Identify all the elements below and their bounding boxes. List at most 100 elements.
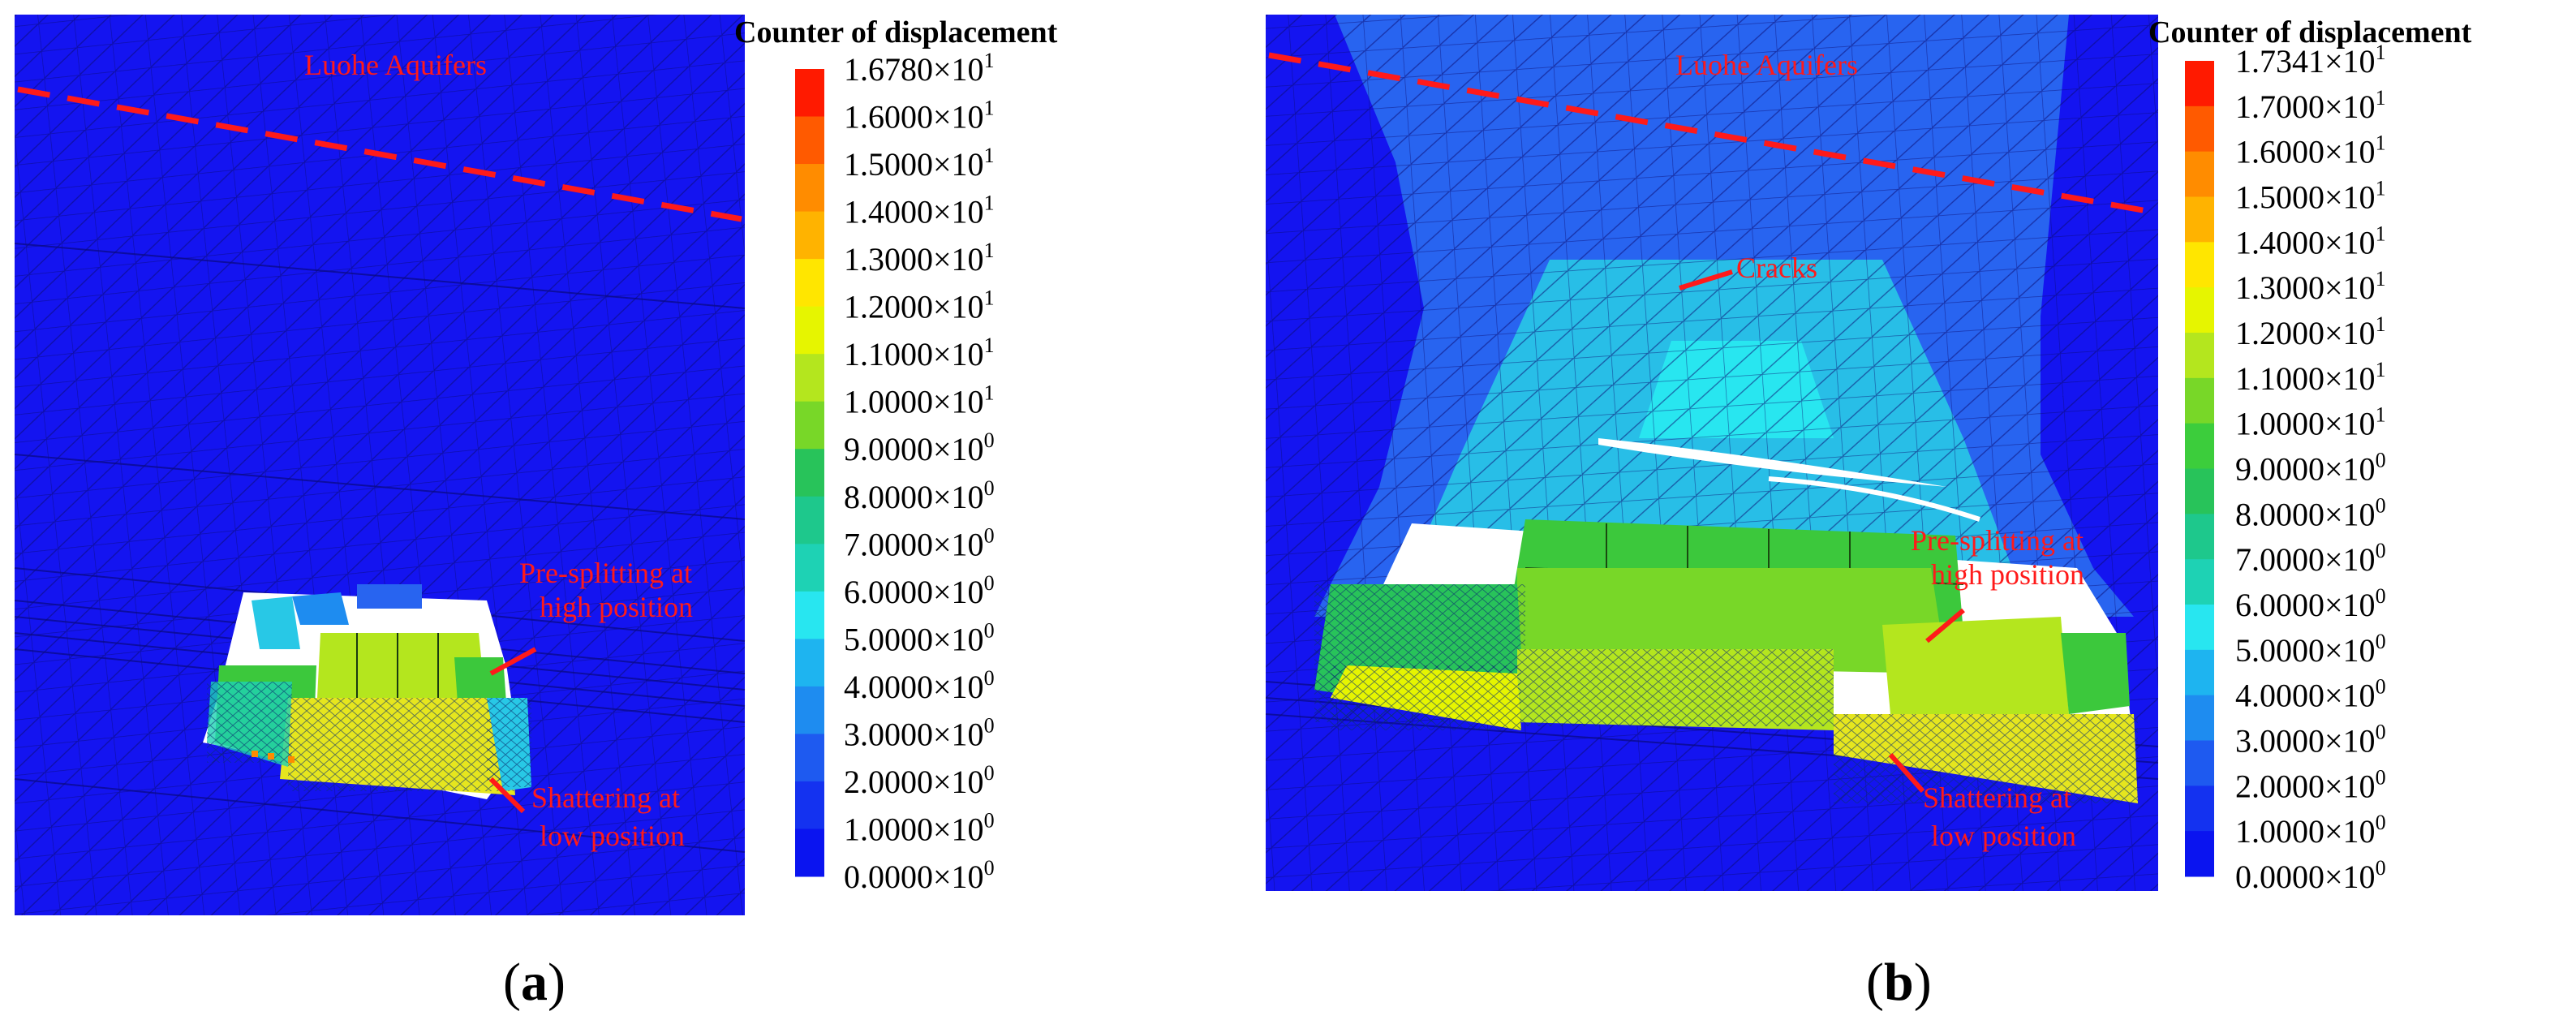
panel-b: Luohe Aquifers Cracks Pre-splitting at h…: [1265, 15, 2472, 1012]
legend-color-segment: [2185, 559, 2214, 605]
legend-color-segment: [2185, 605, 2214, 651]
legend-color-segment: [2185, 468, 2214, 514]
legend-color-segment: [2185, 649, 2214, 696]
legend-a: Counter of displacement 1.6780×101 1.6000…: [734, 15, 1058, 895]
presplit-label-a-line2: high position: [540, 591, 693, 623]
legend-color-segment: [795, 306, 824, 355]
legend-tick-label: 6.0000×100: [844, 571, 995, 610]
presplit-arrow-b: [1925, 608, 1965, 643]
shatter-label-b-line1: Shattering at: [1923, 781, 2071, 814]
legend-tick-label: 1.5000×101: [844, 144, 995, 183]
legend-color-segment: [2185, 831, 2214, 877]
legend-tick-label: 1.0000×100: [2235, 811, 2386, 850]
legend-color-segment: [795, 401, 824, 450]
legend-color-segment: [2185, 242, 2214, 288]
shatter-label-b-line2: low position: [1931, 820, 2076, 852]
legend-color-segment: [795, 116, 824, 165]
legend-tick-label: 1.6780×101: [844, 49, 995, 88]
legend-tick-label: 1.0000×101: [2235, 403, 2386, 442]
presplit-label-b-line1: Pre-splitting at: [1911, 524, 2084, 557]
legend-title-a: Counter of displacement: [734, 15, 1058, 49]
legend-colorbar-b: [2185, 61, 2214, 877]
legend-tick-label: 1.0000×101: [844, 381, 995, 420]
legend-tick-label: 1.2000×101: [844, 286, 995, 325]
legend-tick-label: 5.0000×100: [2235, 630, 2386, 669]
legend-color-segment: [2185, 61, 2214, 107]
legend-color-segment: [795, 164, 824, 213]
legend-color-segment: [795, 639, 824, 687]
model-view-b: Luohe Aquifers Cracks Pre-splitting at h…: [1265, 15, 2159, 891]
legend-color-segment: [2185, 196, 2214, 243]
panel-a: Luohe Aquifers Pre-splitting at high pos…: [14, 15, 1058, 1012]
shatter-label-a-line1: Shattering at: [531, 781, 680, 814]
caption-b: (b): [1866, 953, 1932, 1012]
legend-tick-label: 0.0000×100: [844, 856, 995, 895]
legend-tick-label: 1.0000×100: [844, 808, 995, 847]
legend-color-segment: [795, 259, 824, 308]
legend-color-segment: [2185, 287, 2214, 334]
legend-tick-label: 1.1000×101: [2235, 358, 2386, 397]
legend-tick-label: 0.0000×100: [2235, 856, 2386, 895]
cracks-arrow-b: [1679, 269, 1733, 291]
presplit-label-a-line1: Pre-splitting at: [519, 557, 692, 589]
cracks-label-b: Cracks: [1736, 252, 1817, 284]
legend-tick-label: 3.0000×100: [844, 713, 995, 752]
aquifer-label-b: Luohe Aquifers: [1675, 49, 1858, 81]
legend-tick-label: 5.0000×100: [844, 618, 995, 657]
legend-tick-label: 7.0000×100: [2235, 539, 2386, 578]
legend-color-segment: [795, 686, 824, 734]
legend-color-segment: [2185, 423, 2214, 469]
legend-tick-label: 1.5000×101: [2235, 177, 2386, 216]
caving-zone-a: [203, 584, 531, 799]
aquifer-label-a: Luohe Aquifers: [304, 49, 487, 81]
legend-tick-label: 8.0000×100: [2235, 493, 2386, 532]
legend-color-segment: [2185, 151, 2214, 197]
legend-color-segment: [2185, 695, 2214, 741]
crack-upper-b: [1598, 438, 1947, 487]
legend-tick-label: 1.6000×101: [844, 97, 995, 136]
legend-color-segment: [795, 829, 824, 877]
legend-labels-b: 1.7341×101 1.7000×101 1.6000×101 1.5000×101…: [2235, 41, 2386, 895]
caption-a: (a): [503, 953, 566, 1012]
legend-color-segment: [2185, 377, 2214, 424]
legend-tick-label: 4.0000×100: [844, 666, 995, 705]
presplit-arrow-a: [489, 647, 537, 676]
legend-tick-label: 2.0000×100: [2235, 765, 2386, 804]
legend-color-segment: [795, 591, 824, 639]
legend-title-b: Counter of displacement: [2148, 15, 2472, 49]
legend-color-segment: [795, 544, 824, 592]
legend-tick-label: 6.0000×100: [2235, 584, 2386, 623]
legend-tick-label: 8.0000×100: [844, 476, 995, 515]
legend-tick-label: 1.3000×101: [844, 239, 995, 278]
legend-tick-label: 7.0000×100: [844, 523, 995, 562]
legend-tick-label: 2.0000×100: [844, 761, 995, 800]
shatter-label-a-line2: low position: [540, 820, 685, 852]
legend-tick-label: 1.4000×101: [2235, 222, 2386, 260]
legend-tick-label: 1.7000×101: [2235, 86, 2386, 125]
legend-color-segment: [795, 734, 824, 782]
legend-b: Counter of displacement 1.7341×101 1.7000…: [2148, 15, 2472, 895]
legend-tick-label: 3.0000×100: [2235, 721, 2386, 760]
legend-tick-label: 1.6000×101: [2235, 131, 2386, 170]
shatter-arrow-b: [1888, 753, 1925, 793]
legend-color-segment: [795, 496, 824, 544]
legend-tick-label: 1.7341×101: [2235, 41, 2386, 80]
legend-tick-label: 9.0000×100: [2235, 449, 2386, 488]
legend-tick-label: 1.2000×101: [2235, 312, 2386, 351]
legend-tick-label: 1.3000×101: [2235, 267, 2386, 306]
legend-tick-label: 1.4000×101: [844, 192, 995, 230]
legend-colorbar-a: [795, 69, 824, 877]
legend-color-segment: [795, 449, 824, 497]
legend-color-segment: [795, 781, 824, 829]
legend-labels-a: 1.6780×101 1.6000×101 1.5000×101 1.4000×101…: [844, 49, 995, 895]
legend-color-segment: [795, 69, 824, 118]
legend-color-segment: [795, 354, 824, 402]
legend-tick-label: 4.0000×100: [2235, 675, 2386, 714]
legend-color-segment: [2185, 514, 2214, 560]
legend-color-segment: [2185, 333, 2214, 379]
shatter-arrow-a: [488, 777, 526, 814]
legend-color-segment: [2185, 105, 2214, 153]
model-view-a: Luohe Aquifers Pre-splitting at high pos…: [14, 15, 746, 915]
aquifer-boundary-a: [17, 86, 742, 222]
legend-tick-label: 9.0000×100: [844, 428, 995, 467]
